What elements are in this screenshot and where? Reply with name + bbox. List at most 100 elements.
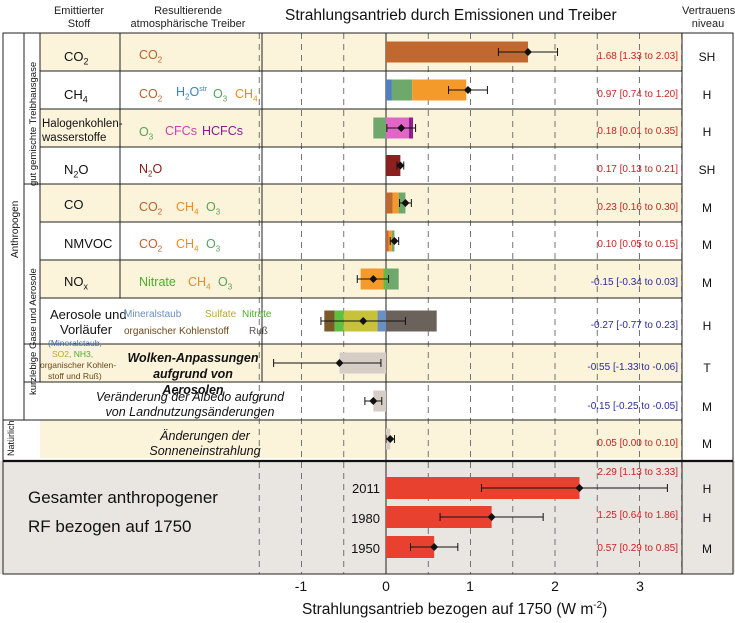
- bar-segment: [412, 79, 467, 101]
- aerosol-note-organic: organischer Kohlen-: [40, 360, 117, 370]
- driver-co2-row5: CO2: [139, 200, 163, 217]
- value-row-aerosols: -0.27 [-0.77 to 0.23]: [590, 320, 678, 331]
- driver-o3-row3: O3: [139, 125, 154, 142]
- bar-segment: [386, 79, 392, 101]
- group-label-anthropogenic: Anthropogen: [10, 200, 21, 258]
- group-label-natural: Natürlich: [6, 420, 16, 456]
- col-drivers-header: Resultierende atmosphärische Treiber: [130, 5, 246, 30]
- source-co: CO: [64, 197, 84, 212]
- conf-total-2011: H: [702, 482, 712, 496]
- x-tick-neg1: -1: [294, 578, 308, 594]
- total-bar: [386, 506, 492, 528]
- value-row-cloud: -0.55 [-1.33 to -0.06]: [587, 362, 678, 373]
- value-row-n2o: 0.17 [0.13 to 0.21]: [597, 164, 678, 175]
- value-total-1980: 1.25 [0.64 to 1.86]: [597, 510, 678, 521]
- chart-title: Strahlungsantrieb durch Emissionen und T…: [285, 7, 617, 24]
- driver-nitrate-row7: Nitrate: [139, 275, 176, 289]
- label-cloud-adjustments: Wolken-Anpassungen aufgrund von Aerosole…: [127, 351, 259, 397]
- value-row-nox: -0.15 [-0.34 to 0.03]: [590, 277, 678, 288]
- conf-row-ch4: H: [702, 88, 712, 102]
- driver-h2o-row2: H2Ostr: [176, 85, 207, 102]
- value-row-halocarbons: 0.18 [0.01 to 0.35]: [597, 126, 678, 137]
- value-row-co2: 1.68 [1.33 to 2.03]: [597, 51, 678, 62]
- driver-ch4-row6: CH4: [176, 237, 199, 254]
- bar-segment: [386, 310, 437, 332]
- best-estimate-marker: [335, 359, 344, 367]
- source-nox: NOx: [64, 274, 88, 292]
- bar-segment: [392, 192, 399, 214]
- col-confidence-header: Vertrauens-niveau: [682, 5, 735, 30]
- value-row-ch4: 0.97 [0.74 to 1.20]: [597, 89, 678, 100]
- driver-ch4-row2: CH4: [235, 87, 258, 104]
- conf-row-n2o: SH: [698, 163, 716, 177]
- source-band: [40, 222, 120, 260]
- conf-total-1950: M: [702, 542, 712, 556]
- x-tick-3: 3: [636, 578, 644, 594]
- row-band: [120, 222, 682, 260]
- source-band: [40, 184, 120, 222]
- bar-segment: [386, 230, 389, 252]
- value-row-co: 0.23 [0.16 to 0.30]: [597, 202, 678, 213]
- driver-soot: Ruß: [249, 326, 268, 337]
- row-band: [120, 420, 682, 458]
- best-estimate-marker: [390, 237, 399, 245]
- label-albedo-line1: Veränderung der Albedo aufgrund: [95, 390, 285, 404]
- value-row-solar: 0.05 [0.00 to 0.10]: [597, 438, 678, 449]
- best-estimate-marker: [359, 317, 368, 325]
- best-estimate-marker: [401, 199, 410, 207]
- driver-mineral-dust: Mineralstaub: [124, 309, 182, 320]
- bar-segment: [386, 268, 399, 290]
- bar-segment: [386, 41, 528, 63]
- best-estimate-marker: [463, 86, 472, 94]
- conf-row-cloud: T: [703, 361, 711, 375]
- driver-o3-row6: O3: [206, 237, 221, 254]
- row-band: [120, 382, 682, 420]
- driver-nitrate-aerosol: Nitrate: [242, 309, 272, 320]
- conf-row-halocarbons: H: [702, 125, 712, 139]
- aerosol-note-so2-nh3: SO2, NH3,: [52, 349, 94, 359]
- driver-co2-row2: CO2: [139, 87, 163, 104]
- source-band: [40, 298, 120, 344]
- conf-row-aerosols: H: [702, 319, 712, 333]
- conf-total-1980: H: [702, 511, 712, 525]
- driver-n2o-row4: N2O: [139, 162, 163, 179]
- source-band: [40, 71, 120, 109]
- x-axis-label: Strahlungsantrieb bezogen auf 1750 (W m-…: [302, 600, 608, 619]
- aerosol-note-mineral: (Mineralstaub,: [48, 338, 102, 348]
- total-title-line1: Gesamter anthropogener: [28, 488, 218, 507]
- col-emitted-header: Emittierter Stoff: [53, 5, 105, 30]
- x-tick-1: 1: [466, 578, 474, 594]
- row-band: [120, 344, 682, 382]
- totals-panel: [0, 461, 735, 574]
- driver-co2-row6: CO2: [139, 237, 163, 254]
- driver-organic-carbon: organischer Kohlenstoff: [124, 326, 229, 337]
- source-n2o: N2O: [64, 162, 89, 180]
- source-band: [40, 147, 120, 184]
- conf-row-co: M: [702, 201, 712, 215]
- frame: [2, 32, 734, 575]
- aerosol-note-carbon: stoff und Ruß): [48, 371, 102, 381]
- source-halocarbons: Halogenkohlen-wasserstoffe: [42, 118, 123, 144]
- label-solar-line1: Änderungen der: [160, 429, 250, 443]
- group-label-short-lived: kurzlebige Gase und Aerosole: [28, 268, 39, 395]
- source-aerosols-line1: Aerosole und: [50, 307, 127, 322]
- driver-ch4-row5: CH4: [176, 200, 199, 217]
- source-nmvoc: NMVOC: [64, 236, 113, 251]
- source-band: [40, 344, 120, 382]
- best-estimate-marker: [369, 275, 378, 283]
- bar-segment: [386, 155, 401, 176]
- bar-segment: [391, 79, 413, 101]
- best-estimate-marker: [386, 435, 395, 443]
- x-tick-2: 2: [551, 578, 559, 594]
- driver-o3-row7: O3: [218, 275, 233, 292]
- source-ch4: CH4: [64, 87, 88, 105]
- value-row-albedo: -0.15 [-0.25 to -0.05]: [587, 401, 678, 412]
- conf-row-nmvoc: M: [702, 238, 712, 252]
- driver-hcfcs-row3: HCFCs: [202, 124, 243, 138]
- best-estimate-marker: [396, 161, 405, 170]
- bar-segment: [373, 117, 386, 139]
- best-estimate-marker: [369, 397, 378, 405]
- best-estimate-marker: [430, 543, 439, 551]
- conf-row-albedo: M: [702, 400, 712, 414]
